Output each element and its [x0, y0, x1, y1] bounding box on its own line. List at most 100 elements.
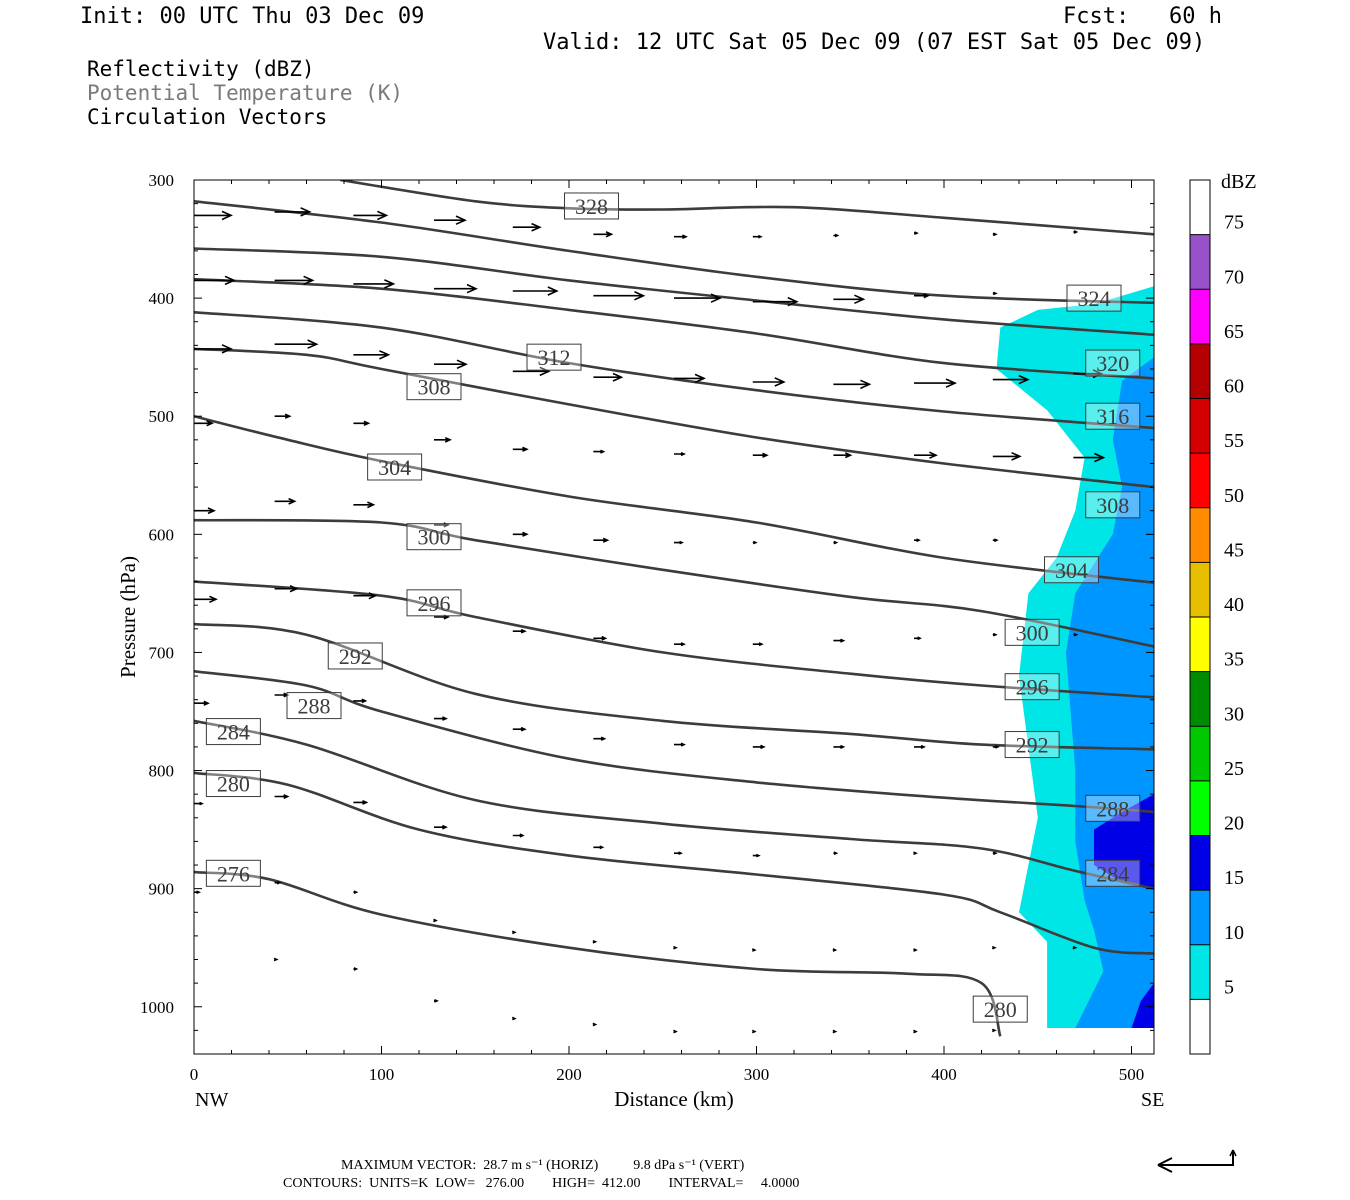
contour-label-box [406, 589, 462, 617]
y-axis-title: Pressure (hPa) [116, 556, 140, 678]
contour-label-text: 296 [1016, 675, 1049, 700]
circulation-vector [992, 291, 998, 296]
colorbar-swatch [1190, 835, 1210, 891]
x-tick-label: 500 [1119, 1065, 1145, 1084]
circulation-vector [353, 592, 378, 600]
circulation-vector [194, 700, 210, 706]
circulation-vector [992, 851, 998, 856]
colorbar-swatch [1190, 999, 1210, 1054]
x-tick-label: 300 [744, 1065, 770, 1084]
colorbar-swatch [1190, 398, 1210, 454]
circulation-vector [512, 222, 542, 232]
contour-label-box [1085, 491, 1141, 519]
circulation-vector [511, 1016, 517, 1021]
circulation-vector [593, 736, 607, 741]
circulation-vector [353, 420, 371, 427]
circulation-vector [592, 1022, 598, 1027]
contour-label-300: 300 [1004, 618, 1060, 646]
circulation-vector [274, 497, 297, 505]
contour-label-292: 292 [1004, 731, 1060, 759]
contour-label-text: 308 [1096, 493, 1129, 518]
contour-label-box [1085, 349, 1141, 377]
colorbar-swatch [1190, 617, 1210, 672]
colorbar-title: dBZ [1221, 171, 1257, 193]
circulation-vector [992, 451, 1022, 461]
circulation-vector [673, 945, 678, 950]
contour-label-text: 312 [538, 345, 571, 370]
circulation-vector [992, 374, 1030, 385]
circulation-vector [511, 930, 517, 935]
contour-label-box [406, 373, 462, 401]
circulation-vector [674, 234, 688, 240]
circulation-vector [512, 286, 559, 296]
circulation-vector [353, 799, 369, 805]
circulation-vector [752, 234, 763, 239]
circulation-vector [914, 636, 922, 641]
circulation-vector [593, 372, 624, 382]
circulation-vector [833, 851, 839, 856]
circulation-vector [434, 359, 468, 370]
contour-label-284: 284 [205, 718, 261, 746]
circulation-vector [433, 918, 438, 923]
circulation-vector [674, 642, 686, 647]
y-tick-label: 400 [149, 289, 175, 308]
circulation-vector [751, 948, 757, 952]
circulation-vector [353, 279, 396, 289]
y-tick-label: 700 [149, 643, 175, 662]
colorbar-label: 70 [1224, 266, 1244, 288]
circulation-vector [914, 451, 938, 459]
circulation-vector [274, 339, 319, 349]
circulation-vector [752, 642, 764, 647]
circulation-vector [674, 451, 686, 457]
contour-label-box [406, 523, 462, 551]
circulation-vector [914, 744, 926, 750]
circulation-vector [592, 939, 598, 944]
contour-label-304: 304 [367, 453, 423, 481]
colorbar-label: 30 [1224, 703, 1244, 725]
contour-label-text: 280 [984, 997, 1017, 1022]
contour-label-box [205, 859, 261, 887]
contour-label-text: 280 [217, 772, 250, 797]
contour-label-316: 316 [1085, 402, 1141, 430]
colorbar-swatch [1190, 562, 1210, 617]
circulation-vector [992, 232, 998, 237]
circulation-vector [194, 420, 214, 427]
contour-label-box [205, 770, 261, 798]
contour-label-324: 324 [1066, 284, 1122, 312]
circulation-vector [914, 378, 957, 388]
x-axis-title: Distance (km) [614, 1087, 734, 1111]
reflectivity-15dbz-region [1131, 983, 1154, 1028]
x-tick-label: 100 [369, 1065, 395, 1084]
contour-label-296: 296 [406, 589, 462, 617]
circulation-vector [512, 628, 527, 634]
contour-label-box [1085, 859, 1141, 887]
circulation-vector [992, 745, 1000, 749]
x-tick-label: 200 [556, 1065, 582, 1084]
reflectivity-15dbz-region [1094, 794, 1154, 889]
theta-contour-304 [194, 414, 1154, 584]
circulation-vector [274, 794, 290, 800]
circulation-vector [752, 540, 758, 545]
colorbar-label: 75 [1224, 212, 1244, 234]
circulation-vector [1073, 452, 1106, 463]
theta-contour-312 [194, 311, 1154, 430]
circulation-vector [593, 845, 605, 850]
circulation-vector [434, 998, 439, 1003]
circulation-vector [913, 851, 918, 856]
colorbar-label: 5 [1224, 976, 1234, 998]
contour-label-284: 284 [1085, 859, 1141, 887]
circulation-vector [273, 957, 279, 962]
circulation-vector [1154, 292, 1162, 294]
colorbar-label: 35 [1224, 649, 1244, 671]
circulation-vector [674, 293, 722, 303]
circulation-vector [914, 538, 921, 543]
circulation-vector [512, 531, 529, 537]
contour-label-box [1066, 284, 1122, 312]
circulation-vector [593, 537, 610, 543]
circulation-vector [752, 744, 766, 750]
circulation-vector [593, 449, 606, 454]
circulation-vector [274, 692, 290, 698]
colorbar-swatch [1190, 890, 1210, 945]
circulation-vector [992, 538, 999, 543]
circulation-vector [674, 540, 684, 545]
